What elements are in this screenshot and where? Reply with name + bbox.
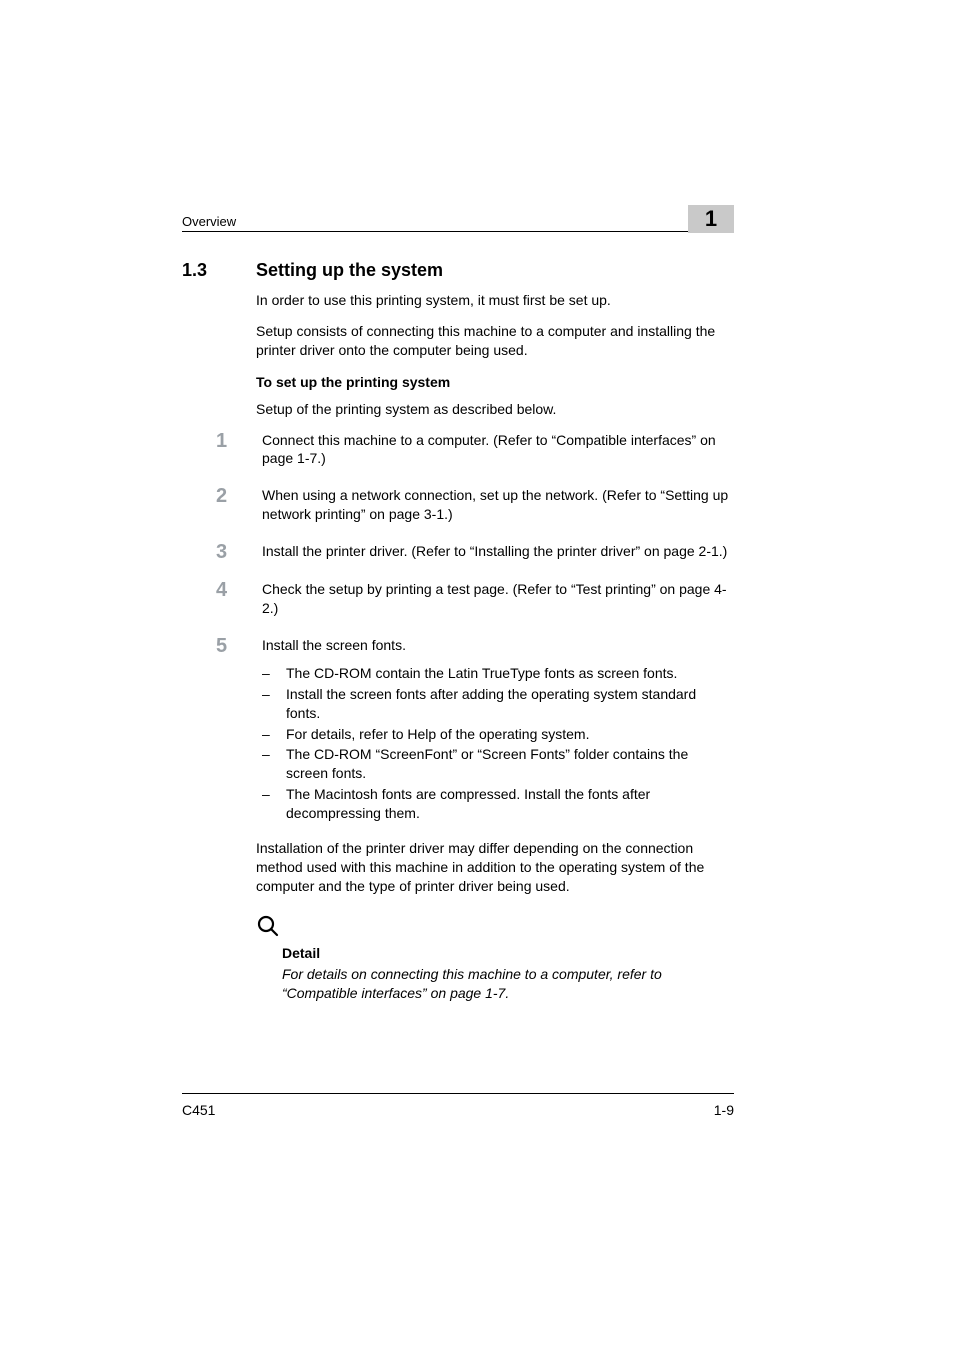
bullet-text: The Macintosh fonts are compressed. Inst… bbox=[286, 785, 734, 823]
bullet-dash: – bbox=[262, 685, 274, 723]
list-item: –The CD-ROM contain the Latin TrueType f… bbox=[262, 664, 734, 683]
step-text: Install the screen fonts. bbox=[262, 636, 734, 656]
header-section-label: Overview bbox=[182, 214, 236, 229]
step-item: 4 Check the setup by printing a test pag… bbox=[216, 580, 734, 618]
section-heading: 1.3 Setting up the system bbox=[182, 260, 734, 281]
intro-paragraph-2: Setup consists of connecting this machin… bbox=[256, 322, 734, 360]
bullet-text: Install the screen fonts after adding th… bbox=[286, 685, 734, 723]
body-column: In order to use this printing system, it… bbox=[256, 291, 734, 419]
step-text: Connect this machine to a computer. (Ref… bbox=[262, 431, 734, 469]
magnifier-icon bbox=[256, 914, 280, 938]
subheading: To set up the printing system bbox=[256, 374, 734, 390]
bullet-dash: – bbox=[262, 725, 274, 744]
step-number: 2 bbox=[216, 486, 244, 524]
step-item: 1 Connect this machine to a computer. (R… bbox=[216, 431, 734, 469]
page-footer: C451 1-9 bbox=[182, 1093, 734, 1118]
footer-model: C451 bbox=[182, 1102, 215, 1118]
step-text: Install the printer driver. (Refer to “I… bbox=[262, 542, 734, 562]
steps-list: 1 Connect this machine to a computer. (R… bbox=[256, 431, 734, 823]
step-number: 4 bbox=[216, 580, 244, 618]
heading-title: Setting up the system bbox=[256, 260, 443, 281]
sub-intro: Setup of the printing system as describe… bbox=[256, 400, 734, 419]
running-header: Overview bbox=[182, 214, 734, 232]
detail-note: Detail For details on connecting this ma… bbox=[256, 914, 734, 1003]
chapter-badge: 1 bbox=[688, 205, 734, 233]
detail-title: Detail bbox=[282, 945, 734, 961]
step-item: 3 Install the printer driver. (Refer to … bbox=[216, 542, 734, 562]
step-text: When using a network connection, set up … bbox=[262, 486, 734, 524]
list-item: –The Macintosh fonts are compressed. Ins… bbox=[262, 785, 734, 823]
step-item: 5 Install the screen fonts. bbox=[216, 636, 734, 656]
list-item: –Install the screen fonts after adding t… bbox=[262, 685, 734, 723]
step-text: Check the setup by printing a test page.… bbox=[262, 580, 734, 618]
bullet-text: The CD-ROM contain the Latin TrueType fo… bbox=[286, 664, 677, 683]
page: Overview 1 1.3 Setting up the system In … bbox=[0, 0, 954, 1350]
intro-paragraph-1: In order to use this printing system, it… bbox=[256, 291, 734, 310]
step-number: 3 bbox=[216, 542, 244, 562]
step-item: 2 When using a network connection, set u… bbox=[216, 486, 734, 524]
bullet-dash: – bbox=[262, 785, 274, 823]
chapter-number: 1 bbox=[705, 206, 717, 232]
content-area: 1.3 Setting up the system In order to us… bbox=[182, 260, 734, 1002]
bullet-text: For details, refer to Help of the operat… bbox=[286, 725, 589, 744]
bullet-text: The CD-ROM “ScreenFont” or “Screen Fonts… bbox=[286, 745, 734, 783]
bullet-dash: – bbox=[262, 664, 274, 683]
closing-paragraph-wrap: Installation of the printer driver may d… bbox=[256, 839, 734, 1002]
heading-number: 1.3 bbox=[182, 260, 236, 281]
detail-body: For details on connecting this machine t… bbox=[282, 965, 734, 1003]
step-5-bullets: –The CD-ROM contain the Latin TrueType f… bbox=[262, 664, 734, 823]
list-item: –For details, refer to Help of the opera… bbox=[262, 725, 734, 744]
step-number: 5 bbox=[216, 636, 244, 656]
closing-paragraph: Installation of the printer driver may d… bbox=[256, 839, 734, 896]
footer-page-number: 1-9 bbox=[714, 1102, 734, 1118]
step-number: 1 bbox=[216, 431, 244, 469]
bullet-dash: – bbox=[262, 745, 274, 783]
list-item: –The CD-ROM “ScreenFont” or “Screen Font… bbox=[262, 745, 734, 783]
